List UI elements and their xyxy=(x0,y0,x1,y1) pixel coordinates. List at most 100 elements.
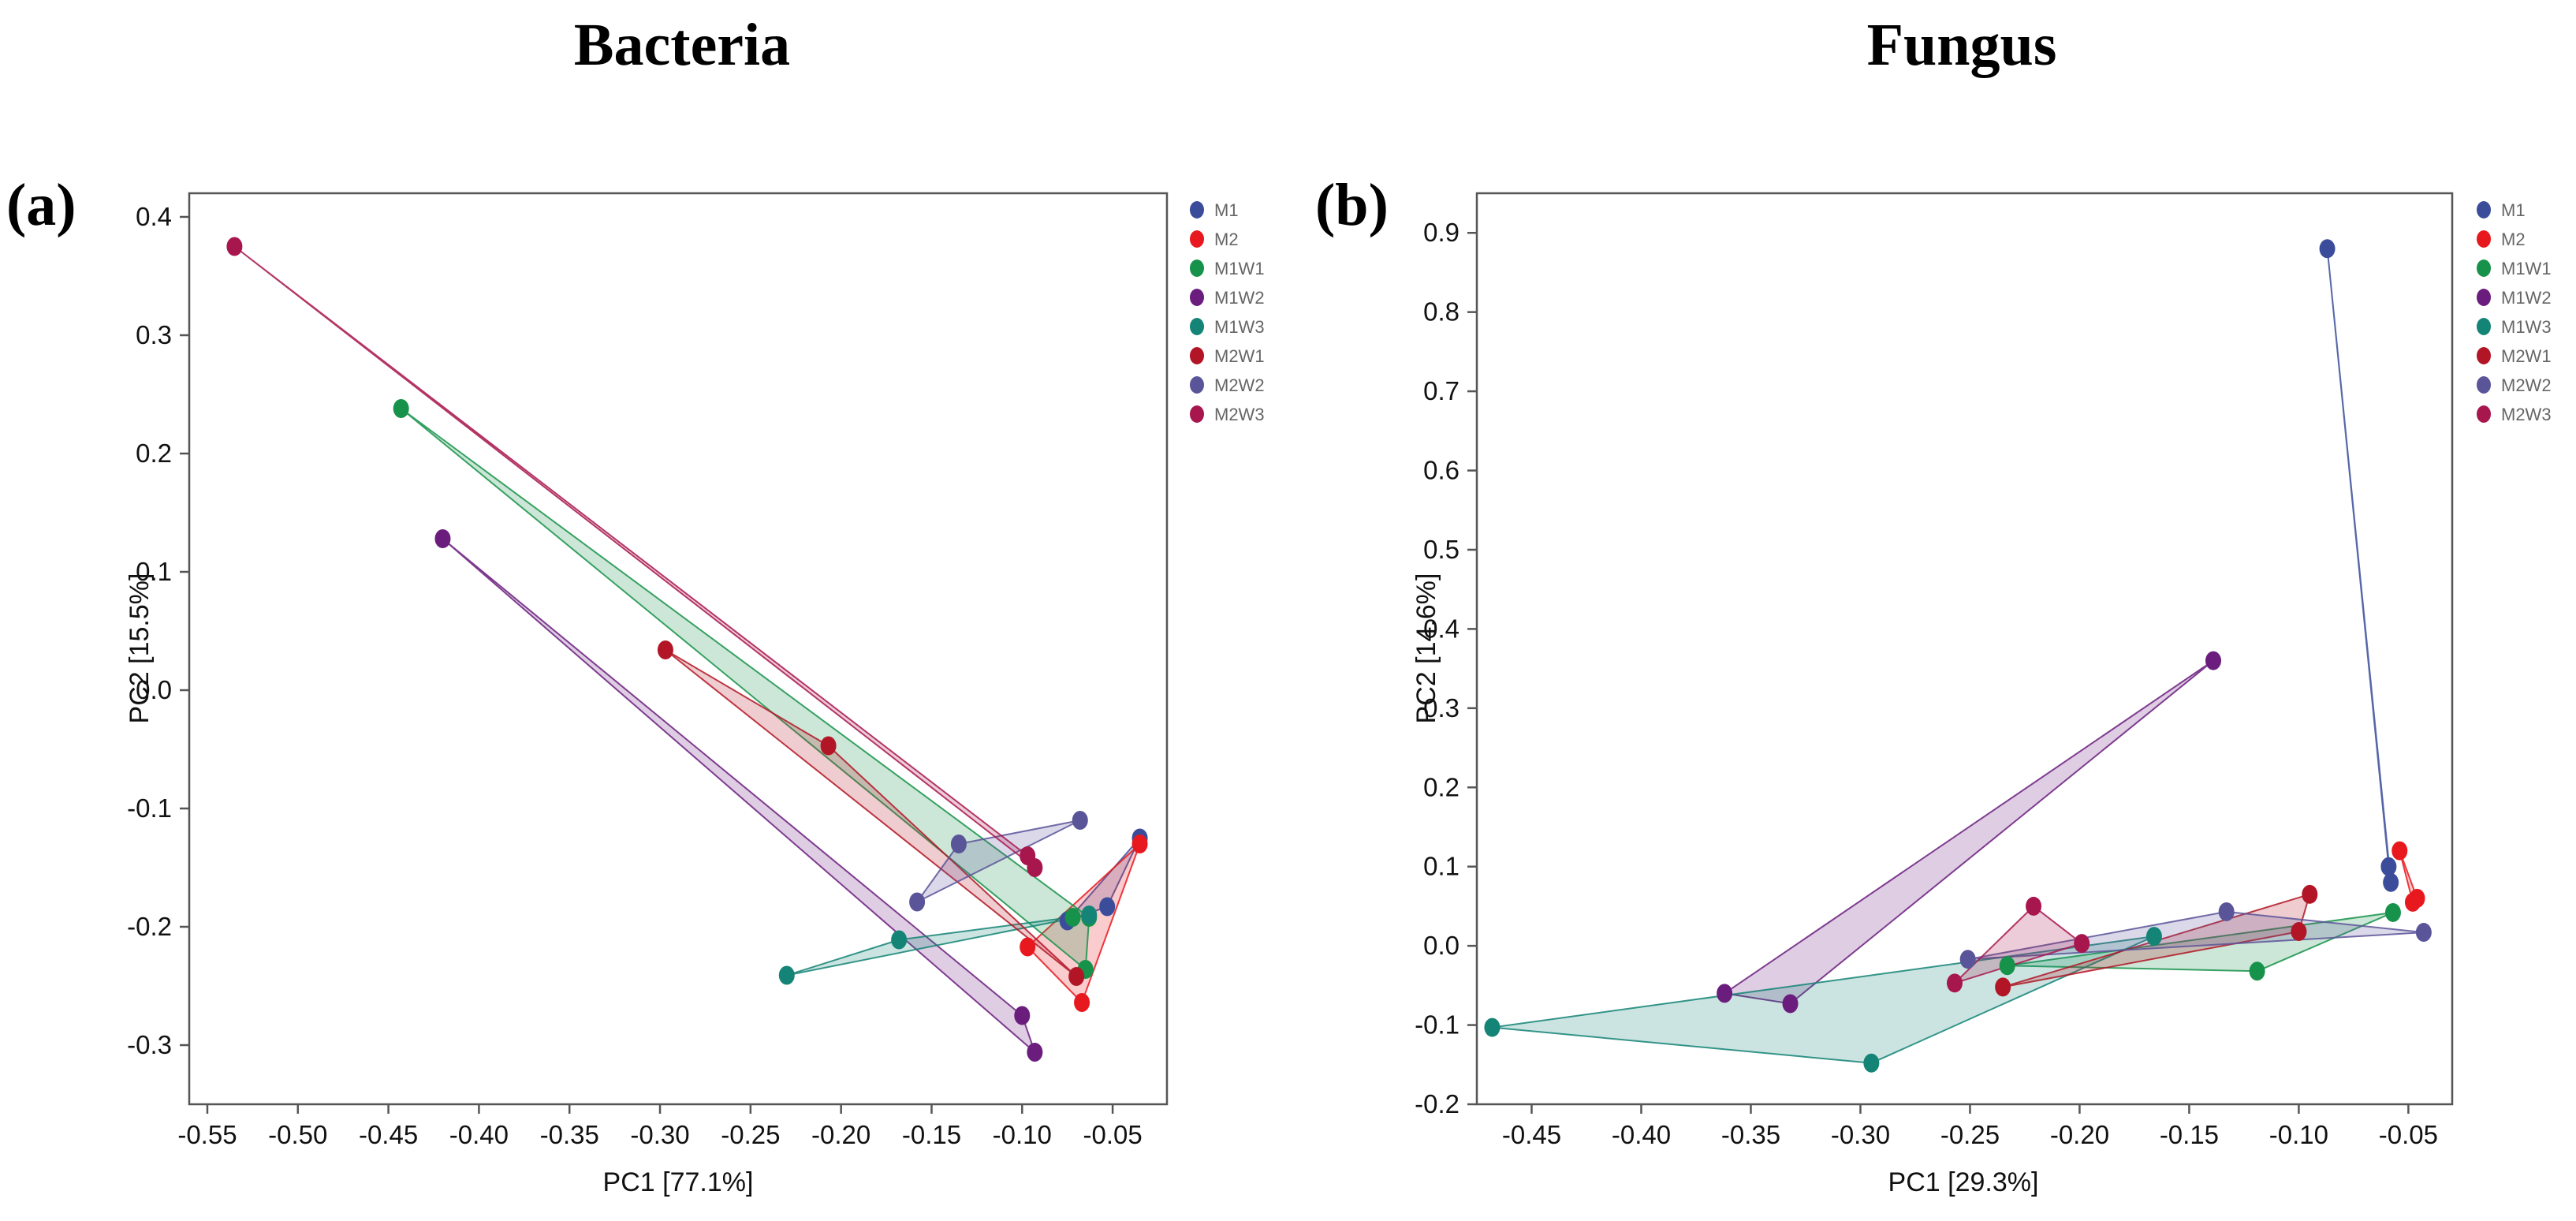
point-m2w1 xyxy=(1995,977,2011,997)
hull-m1w3 xyxy=(785,914,1090,976)
y-tick-label: 0.3 xyxy=(136,320,172,349)
legend-marker-m1w1 xyxy=(1190,260,1204,277)
y-tick-label: -0.1 xyxy=(1415,1010,1459,1040)
point-m1 xyxy=(2380,857,2397,876)
x-ticks-a: -0.55 -0.50 -0.45 -0.40 -0.35 -0.30 -0.25 -0.20… xyxy=(177,1104,1143,1149)
point-m2w1 xyxy=(2302,884,2318,904)
legend-marker-m2w3 xyxy=(1190,405,1204,423)
y-tick-label: 0.4 xyxy=(1423,614,1459,643)
y-tick-label: -0.2 xyxy=(1415,1089,1459,1118)
hull-m1 xyxy=(2326,248,2392,883)
point-m1w1 xyxy=(2249,961,2265,981)
y-ticks-a: 0.4 0.3 0.2 0.1 0.0 -0.1 -0.2 -0.3 xyxy=(127,202,189,1059)
hull-m1w3 xyxy=(1491,935,2155,1064)
x-tick-label: -0.35 xyxy=(1721,1120,1780,1149)
legend-marker-m2w2 xyxy=(2477,376,2491,394)
y-tick-label: 0.2 xyxy=(136,439,172,468)
hull-m2w1 xyxy=(664,649,1078,977)
point-m1w3 xyxy=(891,930,908,950)
point-m1w1 xyxy=(1999,956,2015,976)
hull-m2w3 xyxy=(233,245,1036,868)
x-tick-label: -0.20 xyxy=(2050,1120,2109,1149)
legend-label-m1: M1 xyxy=(1214,200,1239,220)
bacteria-title: Bacteria xyxy=(574,12,790,78)
legend-label-m2: M2 xyxy=(1214,230,1239,249)
point-m1w2 xyxy=(434,529,451,548)
legend-label-m2w1: M2W1 xyxy=(1214,346,1265,366)
point-m1w3 xyxy=(1863,1053,1880,1073)
y-tick-label: 0.7 xyxy=(1423,376,1459,405)
point-m2 xyxy=(1074,993,1090,1012)
y-tick-label: 0.1 xyxy=(136,557,172,586)
point-m2w3 xyxy=(1027,858,1043,877)
point-m1w2 xyxy=(2205,651,2222,670)
point-m2w1 xyxy=(1068,967,1085,986)
legend-label-m1w3: M1W3 xyxy=(2501,317,2552,337)
x-tick-label: -0.35 xyxy=(540,1120,599,1149)
legend-marker-m1 xyxy=(1190,201,1204,218)
points-a xyxy=(226,237,1148,1062)
x-tick-label: -0.25 xyxy=(721,1120,780,1149)
point-m1w3 xyxy=(1081,905,1098,924)
y-tick-label: -0.2 xyxy=(127,912,172,941)
point-m1w2 xyxy=(1027,1043,1043,1062)
bacteria-panel: Bacteria (a) -0.55 -0.50 -0.45 -0.40 -0.35 -0… xyxy=(6,12,1265,1197)
x-tick-label: -0.30 xyxy=(630,1120,689,1149)
hulls-a xyxy=(233,245,1141,1053)
point-m2 xyxy=(2409,888,2425,908)
point-m2w2 xyxy=(2218,902,2235,921)
x-tick-label: -0.05 xyxy=(1083,1120,1143,1149)
legend-b: M1 M2 M1W1 M1W2 M1W3 M2W1 M2W2 M2W3 xyxy=(2477,200,2552,424)
point-m1 xyxy=(2319,239,2336,259)
legend-label-m1w2: M1W2 xyxy=(1214,288,1265,308)
point-m2w1 xyxy=(820,736,837,756)
legend-label-m1w1: M1W1 xyxy=(2501,259,2552,278)
x-tick-label: -0.40 xyxy=(449,1120,509,1149)
x-tick-label: -0.50 xyxy=(268,1120,327,1149)
point-m1w1 xyxy=(393,399,409,418)
y-axis-label-a: PC2 [15.5%] xyxy=(125,573,155,724)
y-tick-label: 0.6 xyxy=(1423,456,1459,485)
legend-marker-m2 xyxy=(2477,230,2491,248)
legend-marker-m1w1 xyxy=(2477,260,2491,277)
hull-m1w2 xyxy=(1724,659,2214,1005)
hull-m1w1 xyxy=(400,408,1090,970)
point-m2w2 xyxy=(2415,923,2432,943)
point-m1w2 xyxy=(1782,994,1799,1014)
legend-marker-m2w1 xyxy=(2477,347,2491,364)
legend-label-m1w2: M1W2 xyxy=(2501,288,2552,308)
legend-marker-m2w1 xyxy=(1190,347,1204,364)
legend-label-m1w3: M1W3 xyxy=(1214,317,1265,337)
plot-area-b xyxy=(1475,192,2454,1106)
y-tick-label: 0.8 xyxy=(1423,297,1459,327)
x-tick-label: -0.45 xyxy=(1502,1120,1561,1149)
y-tick-label: 0.0 xyxy=(1423,931,1459,960)
point-m2w2 xyxy=(909,892,926,912)
x-tick-label: -0.55 xyxy=(177,1120,237,1149)
x-tick-label: -0.30 xyxy=(1831,1120,1890,1149)
legend-label-m2: M2 xyxy=(2501,230,2526,249)
x-ticks-b: -0.45 -0.40 -0.35 -0.30 -0.25 -0.20 -0.15 -0.10… xyxy=(1502,1104,2438,1149)
fungus-panel: Fungus (b) -0.45 -0.40 -0.35 -0.30 -0.25 -0.2… xyxy=(1315,12,2552,1197)
point-m2w2 xyxy=(950,835,967,853)
y-axis-label-b: PC2 [14.6%] xyxy=(1411,573,1441,724)
x-tick-label: -0.40 xyxy=(1612,1120,1671,1149)
x-tick-label: -0.25 xyxy=(1940,1120,2000,1149)
point-m1 xyxy=(2383,872,2399,892)
legend-label-m2w3: M2W3 xyxy=(1214,405,1265,424)
legend-label-m2w2: M2W2 xyxy=(1214,375,1265,395)
legend-marker-m2w2 xyxy=(1190,376,1204,394)
point-m2w1 xyxy=(657,640,673,659)
legend-marker-m2w3 xyxy=(2477,405,2491,423)
point-m1w1 xyxy=(2384,902,2401,922)
legend-label-m2w3: M2W3 xyxy=(2501,405,2552,424)
x-tick-label: -0.45 xyxy=(359,1120,418,1149)
x-tick-label: -0.15 xyxy=(902,1120,961,1149)
x-tick-label: -0.20 xyxy=(811,1120,870,1149)
point-m2 xyxy=(1131,835,1148,853)
y-tick-label: 0.3 xyxy=(1423,693,1459,723)
x-tick-label: -0.10 xyxy=(2269,1120,2328,1149)
y-ticks-b: 0.9 0.8 0.7 0.6 0.5 0.4 0.3 0.2 0.1 0.0 -0.1 -0.2 xyxy=(1415,218,1477,1118)
legend-marker-m2 xyxy=(1190,230,1204,248)
legend-marker-m1w3 xyxy=(2477,318,2491,335)
